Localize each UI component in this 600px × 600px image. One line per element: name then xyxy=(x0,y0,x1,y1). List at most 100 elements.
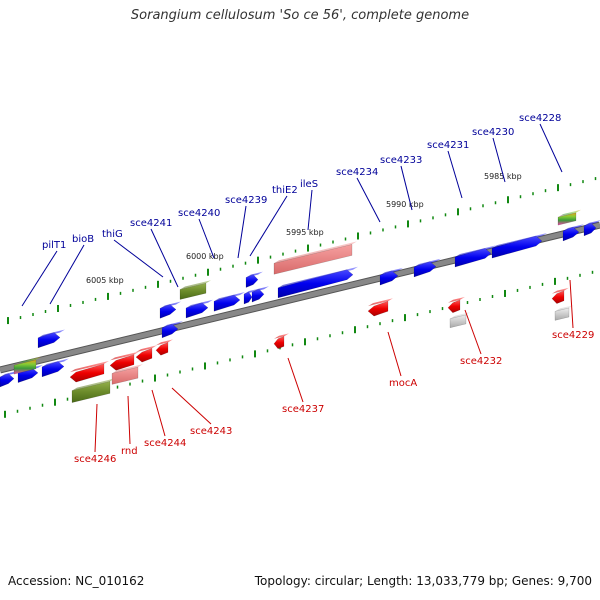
reverse-gene-5 xyxy=(273,333,289,350)
reverse-gene-label: sce4237 xyxy=(282,404,324,415)
gene-body xyxy=(13,359,37,375)
forward-tick-row xyxy=(7,177,597,325)
forward-gene-3 xyxy=(37,329,65,349)
reverse-gene-label: sce4244 xyxy=(144,438,186,449)
forward-gene-label: sce4240 xyxy=(178,208,220,219)
reverse-leader-line xyxy=(569,279,574,329)
gene-top-face xyxy=(112,364,143,374)
genome-summary-text: Topology: circular; Length: 13,033,779 b… xyxy=(254,574,592,588)
forward-gene-label: sce4239 xyxy=(225,195,267,206)
forward-leader-line xyxy=(356,177,381,223)
reverse-gene-6 xyxy=(447,296,465,314)
gene-top-face xyxy=(450,311,471,319)
reverse-gene-label: mocA xyxy=(389,378,417,389)
gene-top-face xyxy=(368,298,393,307)
gene-body xyxy=(245,274,259,288)
gene-body xyxy=(557,212,577,226)
forward-gene-8 xyxy=(243,289,257,305)
accession-text: Accession: NC_010162 xyxy=(8,574,145,588)
forward-gene-multi-2 xyxy=(557,209,581,226)
gene-top-face xyxy=(274,241,357,264)
forward-leader-line xyxy=(49,244,85,305)
reverse-gene-2 xyxy=(135,345,157,363)
forward-gene-9 xyxy=(251,286,269,303)
forward-gene-4 xyxy=(159,301,181,319)
reverse-gene-label: sce4246 xyxy=(74,454,116,465)
gene-body xyxy=(161,323,179,339)
ruler-label: 6005 kbp xyxy=(86,276,124,285)
gene-top-face xyxy=(278,266,358,288)
gene-top-face xyxy=(180,280,211,290)
reverse-tick-row xyxy=(4,270,594,418)
gene-body xyxy=(379,270,399,286)
forward-leader-line xyxy=(539,123,563,173)
reverse-gene-label: sce4243 xyxy=(190,426,232,437)
reverse-gene-4 xyxy=(367,298,393,317)
forward-gene-7 xyxy=(213,292,245,312)
forward-gene-label: sce4228 xyxy=(519,113,561,124)
gene-body xyxy=(185,302,209,319)
gene-body xyxy=(37,332,61,349)
forward-leader-line xyxy=(307,189,313,231)
reverse-leader-line xyxy=(464,309,482,355)
gene-body xyxy=(179,282,207,300)
gene-body xyxy=(41,361,65,378)
forward-gene-17 xyxy=(583,220,600,237)
forward-gene-label: thiG xyxy=(102,229,123,240)
reverse-gene-gray-2 xyxy=(554,304,574,321)
gene-body xyxy=(251,288,265,303)
reverse-leader-line xyxy=(94,403,98,453)
forward-gene-label: sce4230 xyxy=(472,127,514,138)
forward-leader-line xyxy=(198,218,215,259)
reverse-gene-1 xyxy=(109,351,139,371)
gene-body xyxy=(243,291,253,305)
forward-gene-10 xyxy=(245,271,263,288)
forward-leader-line xyxy=(492,137,506,183)
gene-body xyxy=(0,373,15,388)
ruler-label: 5990 kbp xyxy=(386,200,424,209)
gene-top-face xyxy=(274,333,289,339)
forward-gene-olive xyxy=(179,280,211,300)
reverse-leader-line xyxy=(287,357,304,403)
gene-body xyxy=(155,342,169,356)
forward-gene-6 xyxy=(185,299,213,319)
gene-body xyxy=(109,354,135,371)
gene-body xyxy=(71,381,111,403)
forward-gene-16 xyxy=(562,224,584,242)
gene-body xyxy=(554,307,570,321)
gene-body xyxy=(273,335,285,350)
forward-gene-label: bioB xyxy=(72,234,94,245)
gene-body xyxy=(367,300,389,317)
gene-body xyxy=(273,244,353,275)
reverse-leader-line xyxy=(171,387,212,425)
gene-body xyxy=(449,314,467,329)
gene-body xyxy=(583,222,597,237)
reverse-gene-label: rnd xyxy=(121,446,138,457)
forward-gene-15 xyxy=(491,233,547,259)
forward-leader-line xyxy=(249,195,288,257)
gene-body xyxy=(562,226,580,242)
ruler-label: 5985 kbp xyxy=(484,172,522,181)
map-title: Sorangium cellulosum 'So ce 56', complet… xyxy=(130,8,470,23)
forward-leader-line xyxy=(400,165,413,211)
forward-leader-line xyxy=(21,250,58,307)
gene-body xyxy=(159,304,177,319)
gene-top-face xyxy=(72,378,115,391)
ruler-label: 5995 kbp xyxy=(286,228,324,237)
reverse-gene-7 xyxy=(551,287,569,304)
gene-top-face xyxy=(136,345,157,353)
gene-body xyxy=(135,347,153,363)
forward-gene-label: sce4233 xyxy=(380,155,422,166)
forward-gene-label: sce4231 xyxy=(427,140,469,151)
gene-body xyxy=(111,366,139,385)
forward-gene-12 xyxy=(379,267,403,286)
gene-top-face xyxy=(156,339,173,346)
reverse-gene-pink xyxy=(111,364,143,385)
gene-top-face xyxy=(70,360,109,373)
reverse-leader-line xyxy=(127,395,131,445)
forward-gene-5 xyxy=(161,320,183,339)
gene-body xyxy=(213,294,241,312)
forward-gene-multi xyxy=(13,356,41,375)
